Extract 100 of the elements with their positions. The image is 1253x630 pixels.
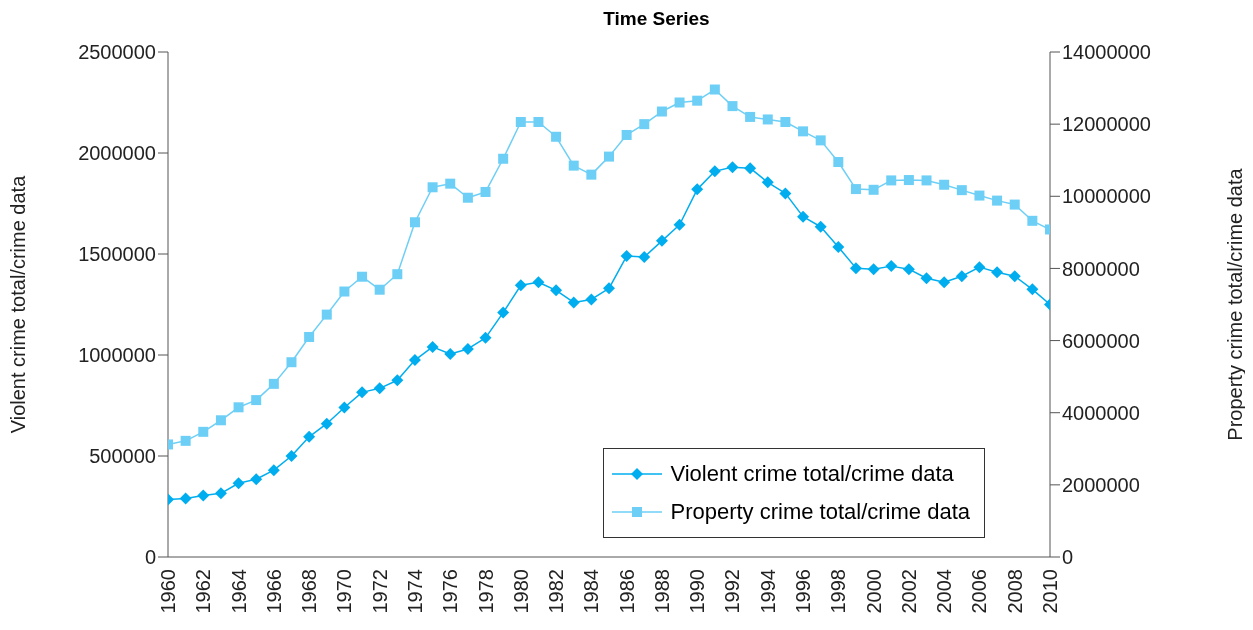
point: [902, 263, 915, 276]
point: [1008, 270, 1021, 283]
point: [708, 165, 721, 178]
point: [691, 183, 704, 196]
point: [867, 263, 880, 276]
point: [726, 161, 739, 174]
point: [338, 401, 351, 414]
point: [886, 175, 897, 186]
x-tick-label: 1996: [792, 569, 815, 614]
point: [392, 269, 403, 280]
point: [374, 284, 385, 295]
point: [567, 296, 580, 309]
point: [232, 477, 245, 490]
point: [357, 271, 368, 282]
point: [533, 116, 544, 127]
point: [197, 489, 210, 502]
point: [849, 262, 862, 275]
point: [815, 135, 826, 146]
point: [373, 382, 386, 395]
point: [198, 426, 209, 437]
point: [938, 276, 951, 289]
point: [304, 331, 315, 342]
point: [445, 178, 456, 189]
point: [214, 487, 227, 500]
point: [321, 309, 332, 320]
x-tick-label: 2002: [897, 569, 920, 614]
point: [780, 116, 791, 127]
point: [233, 402, 244, 413]
point: [955, 270, 968, 283]
point: [285, 450, 298, 462]
point: [603, 282, 615, 295]
point: [956, 185, 967, 196]
point: [992, 195, 1003, 206]
x-tick-label: 1970: [333, 569, 356, 614]
point: [832, 240, 845, 253]
point: [604, 151, 614, 162]
point: [814, 220, 827, 233]
point: [833, 157, 844, 168]
point: [498, 153, 509, 164]
point: [356, 386, 369, 399]
y2-tick-label: 4000000: [1062, 401, 1140, 424]
point: [655, 234, 668, 247]
point: [461, 342, 474, 355]
point: [621, 129, 632, 140]
point: [709, 84, 720, 95]
chart-title: Time Series: [602, 8, 711, 31]
x-tick-label: 1972: [368, 569, 391, 614]
y2-tick-label: 12000000: [1062, 113, 1151, 136]
point: [391, 374, 404, 387]
point: [1027, 215, 1038, 226]
x-tick-label: 1988: [650, 569, 673, 614]
point: [991, 266, 1004, 279]
point: [920, 272, 933, 285]
point: [320, 417, 333, 430]
point: [551, 131, 562, 142]
y-axis-title: Violent crime total/crime data: [7, 174, 30, 434]
x-tick-label: 1968: [298, 569, 321, 614]
point: [673, 218, 686, 231]
x-tick-label: 1984: [580, 569, 603, 614]
x-tick-label: 1986: [615, 569, 638, 614]
x-tick-label: 2004: [933, 569, 956, 614]
x-tick-label: 2006: [968, 569, 991, 614]
point: [251, 395, 262, 406]
point: [656, 106, 667, 117]
x-tick-label: 1998: [827, 569, 850, 614]
point: [339, 286, 350, 297]
point: [408, 354, 421, 367]
point: [744, 162, 757, 175]
point: [268, 378, 279, 389]
point: [974, 190, 985, 201]
point: [797, 210, 810, 223]
point: [1009, 199, 1020, 210]
point: [620, 250, 633, 263]
point: [745, 111, 756, 122]
legend-label: Property crime total/crime data: [670, 498, 970, 526]
point: [1026, 283, 1039, 296]
point: [639, 119, 650, 130]
y2-tick-label: 0: [1062, 546, 1074, 569]
point: [514, 279, 527, 292]
y-tick-label: 500000: [89, 445, 156, 468]
y2-tick-label: 6000000: [1062, 329, 1140, 352]
x-tick-label: 1980: [509, 569, 532, 614]
point: [215, 415, 226, 426]
y-tick-label: 2000000: [78, 142, 156, 165]
point: [180, 435, 191, 446]
point: [939, 179, 950, 190]
y-tick-label: 1000000: [78, 344, 156, 367]
x-tick-label: 1964: [227, 569, 250, 614]
legend-label: Violent crime total/crime data: [670, 460, 954, 488]
point: [427, 182, 438, 193]
point: [515, 116, 526, 127]
x-tick-label: 1966: [262, 569, 285, 614]
x-tick-label: 1982: [545, 569, 568, 614]
point: [303, 430, 316, 443]
point: [638, 251, 651, 264]
point: [179, 492, 192, 505]
point: [727, 101, 738, 112]
y2-tick-label: 10000000: [1062, 185, 1151, 208]
x-tick-label: 1994: [756, 569, 779, 614]
point: [585, 293, 598, 306]
